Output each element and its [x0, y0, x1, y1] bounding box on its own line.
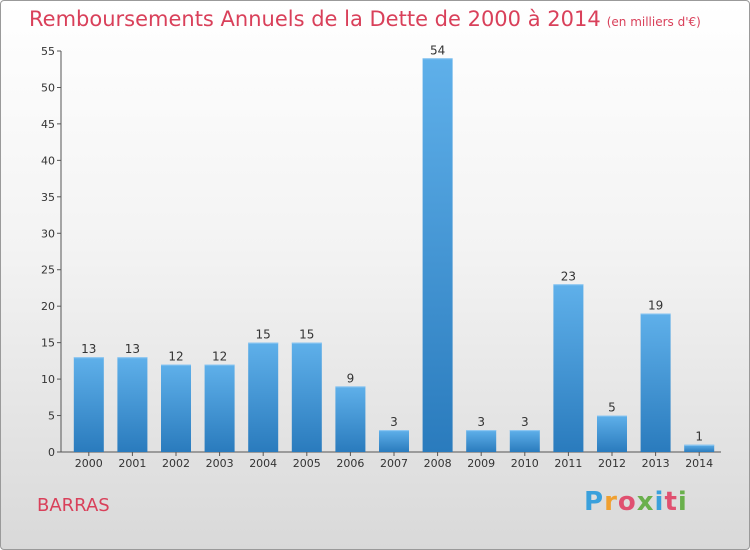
- bar-value-label: 3: [390, 415, 398, 429]
- proxiti-logo: Proxiti: [584, 487, 688, 517]
- y-tick-label: 10: [41, 373, 55, 386]
- bar: [684, 444, 715, 452]
- bar: [291, 342, 322, 452]
- logo-letter: P: [584, 487, 605, 517]
- x-tick-label: 2001: [118, 457, 146, 470]
- y-tick-label: 20: [41, 300, 55, 313]
- x-tick-label: 2013: [642, 457, 670, 470]
- bar-value-label: 3: [521, 415, 529, 429]
- logo-letter: i: [654, 487, 665, 517]
- x-tick-label: 2008: [424, 457, 452, 470]
- logo-letter: o: [617, 487, 637, 517]
- bar: [466, 430, 497, 452]
- bar-value-label: 12: [212, 350, 227, 364]
- y-tick-label: 25: [41, 264, 55, 277]
- chart-subtitle: (en milliers d'€): [606, 15, 701, 29]
- commune-name: BARRAS: [37, 495, 110, 516]
- bar-value-label: 13: [125, 342, 140, 356]
- bar: [379, 430, 409, 452]
- y-tick-label: 30: [41, 227, 55, 240]
- logo-letter: r: [604, 487, 618, 517]
- x-tick-label: 2005: [293, 457, 321, 470]
- x-tick-label: 2011: [554, 457, 582, 470]
- x-tick-label: 2014: [685, 457, 713, 470]
- bar-value-label: 15: [299, 328, 314, 342]
- bar-value-label: 9: [347, 371, 355, 385]
- bar-value-label: 54: [430, 43, 445, 57]
- bar: [509, 430, 540, 452]
- chart-title: Remboursements Annuels de la Dette de 20…: [29, 7, 701, 31]
- x-tick-label: 2007: [380, 457, 408, 470]
- y-tick-label: 35: [41, 191, 55, 204]
- x-tick-label: 2009: [467, 457, 495, 470]
- x-tick-label: 2002: [162, 457, 190, 470]
- x-tick-label: 2003: [206, 457, 234, 470]
- bars: 13 13 12 12 15 15 9 3 54 3 3 23 5 19 1: [73, 43, 715, 453]
- x-tick-label: 2010: [511, 457, 539, 470]
- x-tick-label: 2006: [336, 457, 364, 470]
- bar: [73, 357, 104, 452]
- logo-letter: x: [636, 487, 655, 517]
- x-tick-label: 2000: [75, 457, 103, 470]
- logo-letter: i: [677, 487, 688, 517]
- logo-letter: t: [664, 487, 678, 517]
- bar-value-label: 13: [81, 342, 96, 356]
- y-tick-label: 0: [48, 446, 55, 459]
- bar-value-label: 12: [168, 350, 183, 364]
- y-tick-label: 15: [41, 337, 55, 350]
- bar: [204, 364, 235, 452]
- y-tick-label: 5: [48, 410, 55, 423]
- y-tick-label: 50: [41, 81, 55, 94]
- bar-value-label: 3: [477, 415, 485, 429]
- bar: [161, 364, 191, 452]
- bar-value-label: 1: [695, 430, 703, 444]
- bar: [117, 357, 148, 452]
- y-tick-label: 55: [41, 45, 55, 58]
- bar: [248, 342, 279, 452]
- bar-value-label: 19: [648, 298, 663, 312]
- x-tick-label: 2004: [249, 457, 277, 470]
- bar: [553, 284, 584, 452]
- bar: [422, 58, 453, 453]
- x-tick-label: 2012: [598, 457, 626, 470]
- bar-value-label: 5: [608, 401, 616, 415]
- y-tick-label: 40: [41, 154, 55, 167]
- bar: [335, 386, 366, 452]
- bar-value-label: 23: [561, 269, 576, 283]
- bar: [640, 313, 671, 452]
- y-tick-label: 45: [41, 118, 55, 131]
- bar: [597, 415, 627, 452]
- bar-value-label: 15: [256, 328, 271, 342]
